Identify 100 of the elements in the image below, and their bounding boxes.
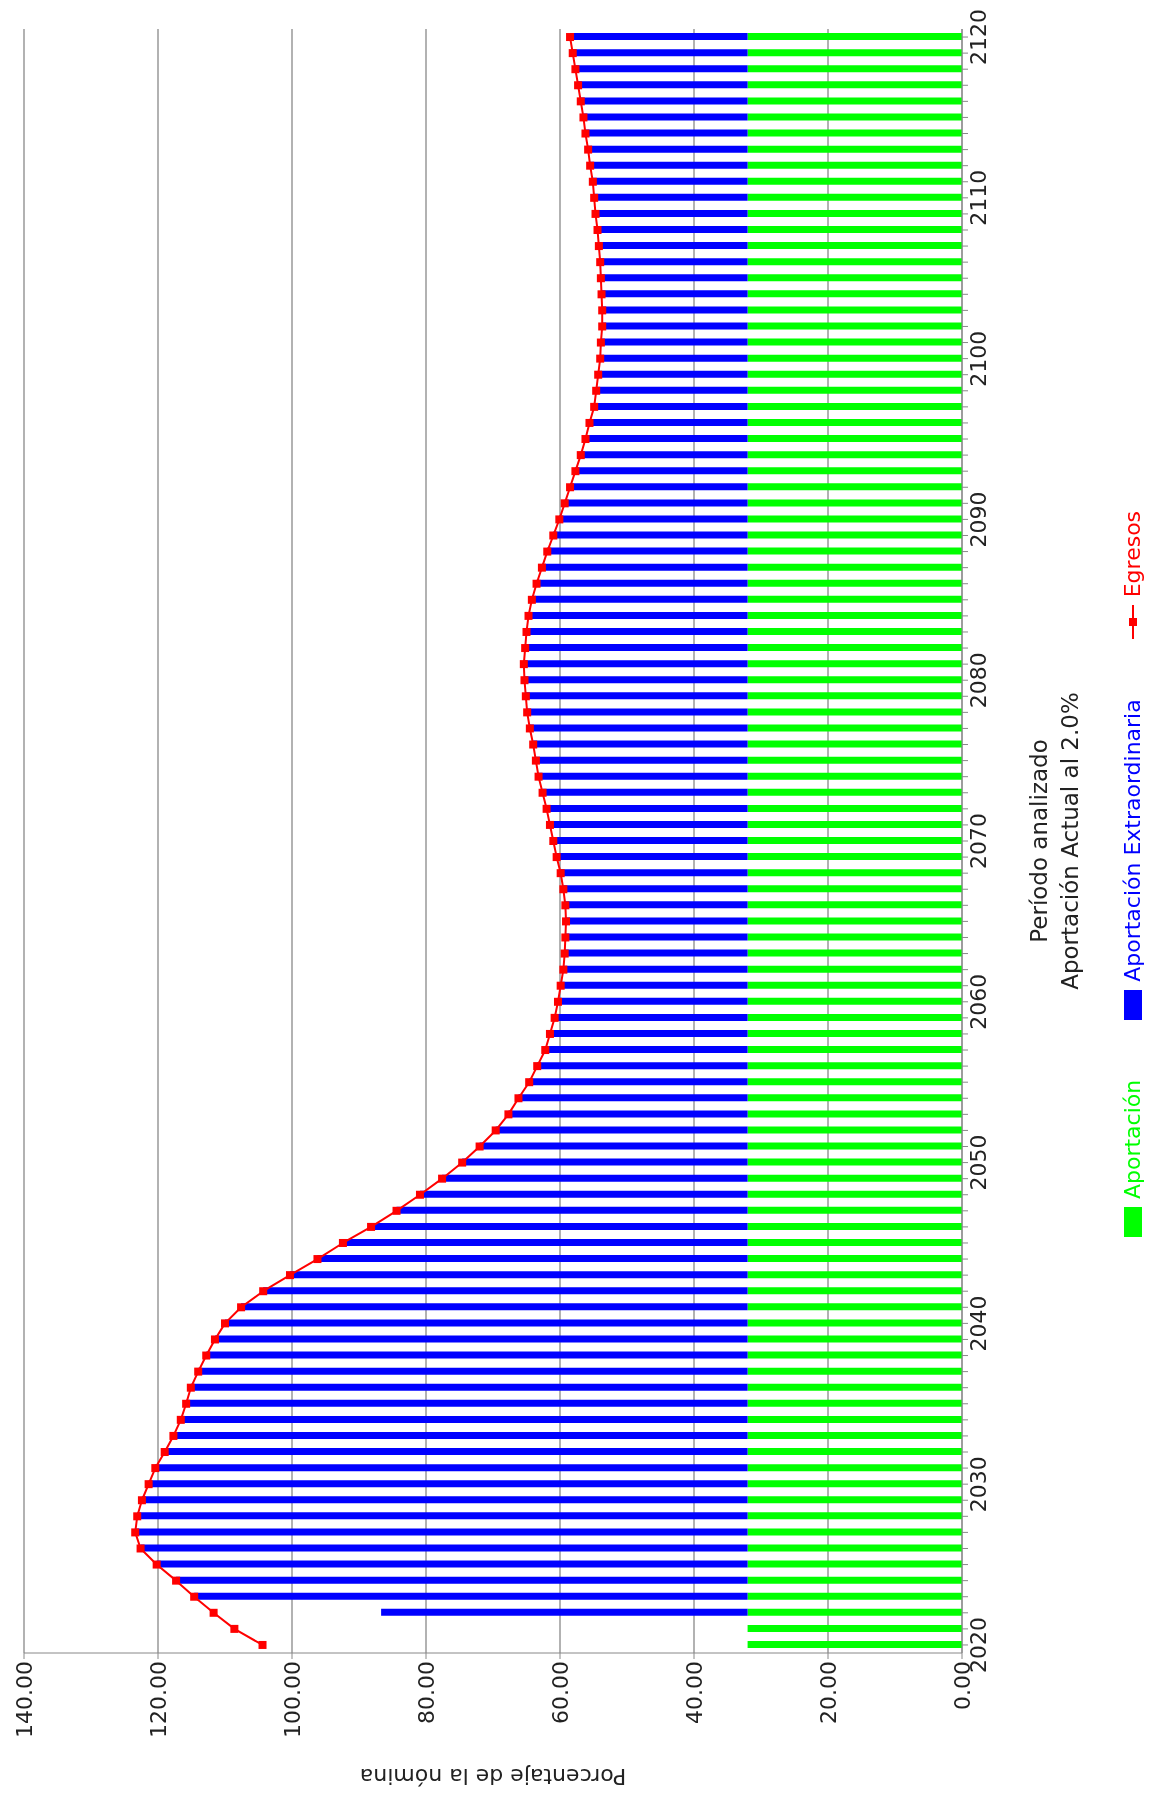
bar: [747, 981, 962, 989]
bar: [747, 1399, 962, 1407]
bar: [747, 1062, 962, 1070]
bar: [747, 1512, 962, 1520]
bar: [747, 1641, 962, 1648]
bar: [747, 1576, 962, 1584]
bar: [747, 1303, 962, 1311]
bar: [747, 386, 962, 394]
bar: [747, 1158, 962, 1166]
bar: [747, 628, 962, 636]
y-tick-label: 2060: [965, 973, 991, 1030]
y-tick-label: 2090: [965, 491, 991, 548]
bar: [747, 1367, 962, 1375]
x-tick-label: 60.00: [547, 1661, 573, 1724]
bar: [747, 161, 962, 169]
bar: [747, 1351, 962, 1359]
y-tick-label: 2110: [965, 169, 991, 226]
text: Aportación Extraordinaria: [1120, 699, 1145, 982]
bar: [747, 660, 962, 668]
bar: [747, 338, 962, 346]
bar: [747, 129, 962, 137]
bar: [747, 1271, 962, 1279]
bar: [747, 1239, 962, 1247]
x-tick-label: 100.00: [279, 1661, 305, 1738]
bar: [747, 611, 962, 619]
bar: [747, 1142, 962, 1150]
bar: [747, 370, 962, 378]
bar: [747, 242, 962, 250]
bar: [747, 579, 962, 587]
bar: [747, 1448, 962, 1456]
bar: [747, 418, 962, 426]
bar: [747, 692, 962, 700]
bar: [747, 949, 962, 957]
bar: [747, 997, 962, 1005]
bar: [747, 1046, 962, 1054]
bar: [747, 1287, 962, 1295]
bar: [747, 435, 962, 443]
bar: [747, 708, 962, 716]
bar: [747, 258, 962, 266]
y-tick-label: 2050: [965, 1134, 991, 1191]
bar: [747, 1431, 962, 1439]
x-axis-title: Porcentaje de la nómina: [359, 1763, 627, 1789]
bar: [747, 145, 962, 153]
bar: [747, 274, 962, 282]
bar: [747, 1126, 962, 1134]
bar: [747, 113, 962, 121]
bar: [747, 193, 962, 201]
bar: [747, 1528, 962, 1536]
bar: [747, 885, 962, 893]
y-tick-label: 2070: [965, 813, 991, 869]
bar: [747, 1222, 962, 1230]
bar: [747, 1415, 962, 1423]
bar: [747, 1029, 962, 1037]
y-tick-label: 2100: [965, 330, 991, 387]
bar: [747, 1013, 962, 1021]
y-axis-title: Período analizado: [1026, 739, 1052, 943]
bar: [747, 595, 962, 603]
text: Egresos: [1120, 510, 1145, 598]
bar: [747, 1544, 962, 1552]
bar: [747, 1464, 962, 1472]
bar: [747, 306, 962, 314]
bar: [747, 853, 962, 861]
bar: [381, 1608, 748, 1616]
bar: [747, 1624, 962, 1632]
y-tick-label: 2120: [965, 9, 991, 66]
bar: [747, 531, 962, 539]
bar: [747, 97, 962, 105]
text: Aportación Actual al 2.0%: [1057, 692, 1083, 990]
bar: [747, 837, 962, 845]
bar: [747, 740, 962, 748]
bar: [747, 49, 962, 57]
bar: [747, 483, 962, 491]
bar: [747, 81, 962, 89]
bar: [747, 1608, 962, 1616]
bar: [747, 788, 962, 796]
bar: [747, 1078, 962, 1086]
bar: [747, 1383, 962, 1391]
bar: [747, 226, 962, 234]
bar: [747, 1255, 962, 1263]
bar: [747, 804, 962, 812]
x-tick-label: 80.00: [413, 1661, 439, 1724]
bar: [747, 772, 962, 780]
bar: [747, 451, 962, 459]
bar: [747, 547, 962, 555]
bar: [747, 563, 962, 571]
bar: [747, 177, 962, 185]
bar: [747, 1480, 962, 1488]
bar: [747, 1110, 962, 1118]
bar: [747, 756, 962, 764]
bar: [747, 965, 962, 973]
bar: [747, 402, 962, 410]
bar: [747, 499, 962, 507]
bar: [747, 65, 962, 73]
x-tick-label: 20.00: [815, 1661, 841, 1724]
y-tick-label: 2030: [965, 1456, 991, 1513]
bar: [747, 209, 962, 217]
text: Aportación: [1120, 1079, 1145, 1200]
y-tick-label: 2040: [965, 1295, 991, 1352]
bar: [747, 515, 962, 523]
bar: [747, 869, 962, 877]
